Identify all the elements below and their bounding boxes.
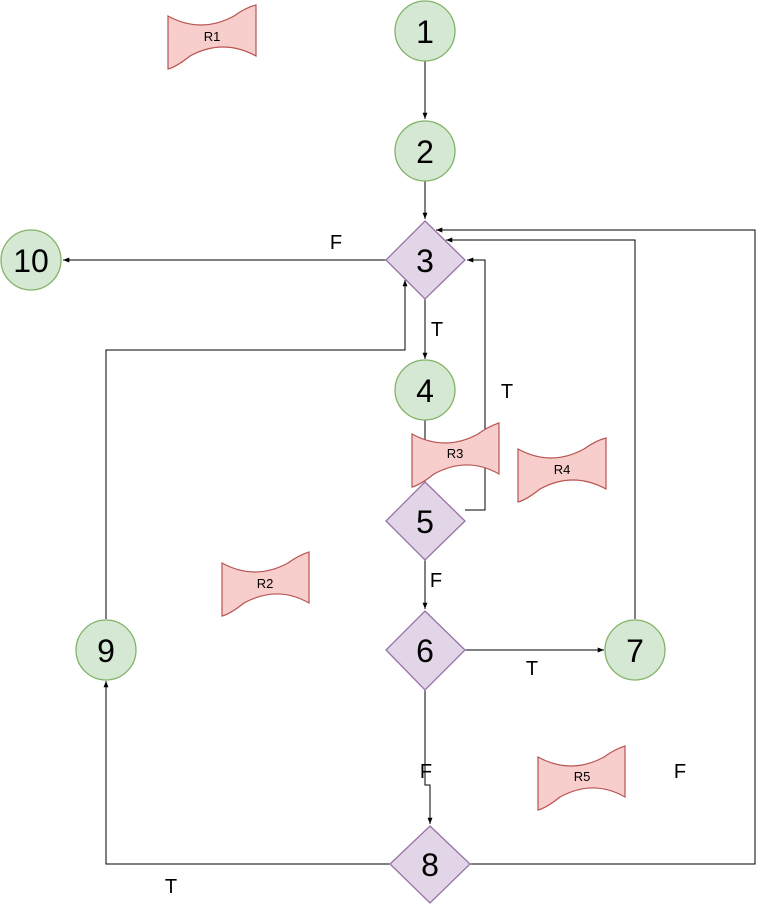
edge-9-3 [105,280,408,619]
node-label-4: 4 [416,373,434,409]
node-label-7: 7 [626,633,644,669]
node-label-9: 9 [97,633,115,669]
region-label-r5: R5 [574,769,591,784]
edge-labels: F T T F T F T F [165,232,686,898]
region-label-r2: R2 [257,576,274,591]
node-label-3: 3 [416,243,434,279]
node-label-5: 5 [416,504,434,540]
node-label-2: 2 [416,134,434,170]
edge-label-3-10: F [330,232,342,254]
region-r2: R2 [221,551,310,617]
node-9: 9 [75,619,137,681]
node-1: 1 [394,0,456,62]
node-5: 5 [385,481,466,561]
node-6: 6 [385,610,466,691]
edge-5-3 [465,257,486,511]
edge-label-8-3: F [674,761,686,783]
edge-label-3-4: T [431,319,443,341]
edge-8-9 [103,681,390,865]
edge-7-3 [446,237,636,619]
region-r5: R5 [537,745,626,811]
node-3: 3 [385,220,466,300]
node-2: 2 [394,120,456,182]
edge-8-3 [436,227,756,865]
edge-6-8 [424,690,433,824]
node-8: 8 [389,825,471,904]
edge-label-6-8: F [420,761,432,783]
node-label-8: 8 [421,847,439,883]
node-7: 7 [604,619,666,681]
edge-label-5-6: F [430,570,442,592]
region-r4: R4 [517,437,607,503]
nodes: 1 2 3 4 5 6 7 8 [0,0,666,904]
node-4: 4 [394,359,456,421]
region-label-r1: R1 [204,29,221,44]
edge-label-8-9: T [165,876,177,898]
edges [63,61,756,865]
region-r1: R1 [167,4,257,70]
node-label-6: 6 [416,633,434,669]
region-label-r4: R4 [554,462,571,477]
node-label-1: 1 [416,14,434,50]
node-10: 10 [0,229,62,291]
region-label-r3: R3 [447,446,464,461]
edge-label-5-3: T [501,381,513,403]
region-r3: R3 [411,422,500,488]
regions: R1 R2 R3 R4 R5 [167,4,626,811]
edge-label-6-7: T [526,658,538,680]
node-label-10: 10 [13,243,49,279]
